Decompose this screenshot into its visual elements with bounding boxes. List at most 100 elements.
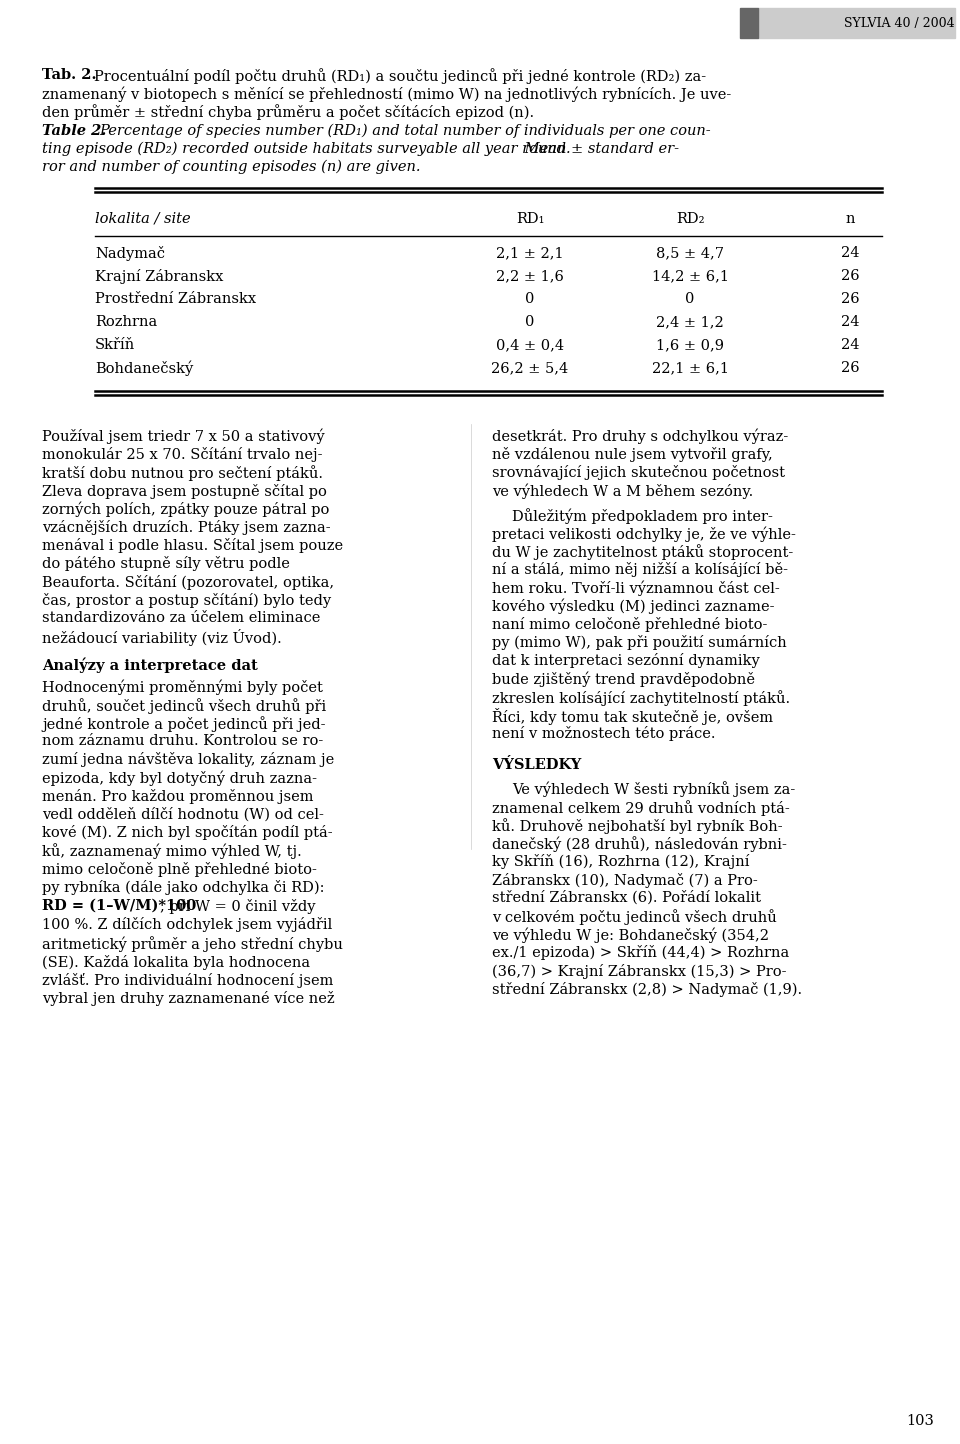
- Text: Prostřední Zábranskx: Prostřední Zábranskx: [95, 292, 256, 306]
- Text: menán. Pro každou proměnnou jsem: menán. Pro každou proměnnou jsem: [42, 788, 314, 804]
- Text: , při W = 0 činil vždy: , při W = 0 činil vždy: [160, 900, 316, 914]
- Text: 1,6 ± 0,9: 1,6 ± 0,9: [656, 338, 724, 352]
- Text: ky Skříň (16), Rozhrna (12), Krajní: ky Skříň (16), Rozhrna (12), Krajní: [492, 855, 750, 869]
- Text: 2,2 ± 1,6: 2,2 ± 1,6: [496, 269, 564, 283]
- Text: zorných polích, zpátky pouze pátral po: zorných polích, zpátky pouze pátral po: [42, 503, 329, 517]
- Text: ex./1 epizoda) > Skříň (44,4) > Rozhrna: ex./1 epizoda) > Skříň (44,4) > Rozhrna: [492, 946, 789, 960]
- Text: 26: 26: [841, 269, 859, 283]
- Text: 26: 26: [841, 361, 859, 375]
- Text: mimo celočoně plně přehledné bioto-: mimo celočoně plně přehledné bioto-: [42, 862, 317, 877]
- Text: ků. Druhově nejbohatší byl rybník Boh-: ků. Druhově nejbohatší byl rybník Boh-: [492, 817, 782, 833]
- Text: zumí jedna návštěva lokality, záznam je: zumí jedna návštěva lokality, záznam je: [42, 752, 334, 767]
- Text: bude zjištěný trend pravděpodobně: bude zjištěný trend pravděpodobně: [492, 671, 755, 687]
- Text: vedl odděleň dílčí hodnotu (W) od cel-: vedl odděleň dílčí hodnotu (W) od cel-: [42, 807, 324, 822]
- Text: vzácnějších druzích. Ptáky jsem zazna-: vzácnějších druzích. Ptáky jsem zazna-: [42, 520, 330, 534]
- Text: Hodnocenými proměnnými byly počet: Hodnocenými proměnnými byly počet: [42, 680, 323, 695]
- Text: RD₂: RD₂: [676, 212, 705, 227]
- Text: 26: 26: [841, 292, 859, 306]
- Text: ků, zaznamenaý mimo výhled W, tj.: ků, zaznamenaý mimo výhled W, tj.: [42, 843, 301, 859]
- Text: Percentage of species number (RD₁) and total number of individuals per one coun-: Percentage of species number (RD₁) and t…: [99, 124, 710, 139]
- Text: zkreslen kolísájící zachytitelností ptáků.: zkreslen kolísájící zachytitelností pták…: [492, 690, 790, 706]
- Text: 0: 0: [685, 292, 695, 306]
- Text: Analýzy a interpretace dat: Analýzy a interpretace dat: [42, 657, 257, 673]
- Text: 22,1 ± 6,1: 22,1 ± 6,1: [652, 361, 729, 375]
- Text: srovnávající jejich skutečnou početnost: srovnávající jejich skutečnou početnost: [492, 465, 785, 481]
- Text: Nadymač: Nadymač: [95, 245, 165, 261]
- Text: není v možnostech této práce.: není v možnostech této práce.: [492, 726, 715, 741]
- Text: Zábranskx (10), Nadymač (7) a Pro-: Zábranskx (10), Nadymač (7) a Pro-: [492, 872, 757, 888]
- Text: dat k interpretaci sezónní dynamiky: dat k interpretaci sezónní dynamiky: [492, 653, 759, 669]
- Text: 2,4 ± 1,2: 2,4 ± 1,2: [656, 315, 724, 329]
- Text: 0: 0: [525, 292, 535, 306]
- Text: do pátého stupně síly větru podle: do pátého stupně síly větru podle: [42, 556, 290, 572]
- Text: hem roku. Tvoří-li významnou část cel-: hem roku. Tvoří-li významnou část cel-: [492, 580, 780, 596]
- Text: 0: 0: [525, 315, 535, 329]
- Text: Table 2.: Table 2.: [42, 124, 107, 139]
- Text: du W je zachytitelnost ptáků stoprocent-: du W je zachytitelnost ptáků stoprocent-: [492, 544, 793, 560]
- Text: Ve výhledech W šesti rybníků jsem za-: Ve výhledech W šesti rybníků jsem za-: [512, 781, 795, 797]
- Text: 103: 103: [906, 1414, 934, 1428]
- Text: danečský (28 druhů), následován rybni-: danečský (28 druhů), následován rybni-: [492, 836, 787, 852]
- Text: py (mimo W), pak při použití sumárních: py (mimo W), pak při použití sumárních: [492, 635, 787, 650]
- Text: kové (M). Z nich byl spočítán podíl ptá-: kové (M). Z nich byl spočítán podíl ptá-: [42, 825, 332, 840]
- Text: Krajní Zábranskx: Krajní Zábranskx: [95, 269, 224, 284]
- Text: n: n: [845, 212, 854, 227]
- Text: kového výsledku (M) jedinci zazname-: kového výsledku (M) jedinci zazname-: [492, 599, 775, 614]
- Text: v celkovém počtu jedinců všech druhů: v celkovém počtu jedinců všech druhů: [492, 910, 777, 924]
- Text: den průměr ± střední chyba průměru a počet sčítácích epizod (n).: den průměr ± střední chyba průměru a poč…: [42, 104, 534, 120]
- Text: 24: 24: [841, 338, 859, 352]
- Text: ve výhledu W je: Bohdanečský (354,2: ve výhledu W je: Bohdanečský (354,2: [492, 927, 769, 943]
- Text: 24: 24: [841, 315, 859, 329]
- Text: standardizováno za účelem eliminace: standardizováno za účelem eliminace: [42, 611, 321, 625]
- Text: nežádoucí variability (viz Úvod).: nežádoucí variability (viz Úvod).: [42, 630, 281, 647]
- Text: py rybníka (dále jako odchylka či RD):: py rybníka (dále jako odchylka či RD):: [42, 879, 324, 895]
- Text: Skříň: Skříň: [95, 338, 135, 352]
- Text: ror and number of counting episodes (n) are given.: ror and number of counting episodes (n) …: [42, 160, 420, 175]
- Text: nom záznamu druhu. Kontrolou se ro-: nom záznamu druhu. Kontrolou se ro-: [42, 734, 324, 748]
- Text: střední Zábranskx (2,8) > Nadymač (1,9).: střední Zábranskx (2,8) > Nadymač (1,9).: [492, 982, 803, 996]
- Text: 100 %. Z dílčích odchylek jsem vyjádřil: 100 %. Z dílčích odchylek jsem vyjádřil: [42, 917, 332, 933]
- Text: Tab. 2.: Tab. 2.: [42, 68, 97, 82]
- Text: střední Zábranskx (6). Pořádí lokalit: střední Zábranskx (6). Pořádí lokalit: [492, 891, 761, 905]
- Text: zvlášť. Pro individuální hodnocení jsem: zvlášť. Pro individuální hodnocení jsem: [42, 973, 333, 988]
- Text: (36,7) > Krajní Zábranskx (15,3) > Pro-: (36,7) > Krajní Zábranskx (15,3) > Pro-: [492, 963, 786, 979]
- Text: naní mimo celočoně přehledné bioto-: naní mimo celočoně přehledné bioto-: [492, 617, 767, 632]
- Text: Důležitým předpokladem pro inter-: Důležitým předpokladem pro inter-: [512, 508, 773, 524]
- Text: Mean ± standard er-: Mean ± standard er-: [520, 142, 679, 156]
- Text: Říci, kdy tomu tak skutečně je, ovšem: Říci, kdy tomu tak skutečně je, ovšem: [492, 708, 773, 725]
- Text: vybral jen druhy zaznamenané více než: vybral jen druhy zaznamenané více než: [42, 991, 335, 1006]
- Text: ně vzdálenou nule jsem vytvořil grafy,: ně vzdálenou nule jsem vytvořil grafy,: [492, 448, 773, 462]
- Text: Rozhrna: Rozhrna: [95, 315, 157, 329]
- Text: znamenaný v biotopech s měnící se přehledností (mimo W) na jednotlivých rybnícíc: znamenaný v biotopech s měnící se přehle…: [42, 87, 732, 101]
- Text: (SE). Každá lokalita byla hodnocena: (SE). Každá lokalita byla hodnocena: [42, 954, 310, 969]
- Bar: [740, 9, 758, 38]
- Text: ting episode (RD₂) recorded outside habitats surveyable all year round.: ting episode (RD₂) recorded outside habi…: [42, 142, 570, 156]
- Text: Bohdanečský: Bohdanečský: [95, 361, 193, 377]
- Text: Procentuální podíl počtu druhů (RD₁) a součtu jedinců při jedné kontrole (RD₂) z: Procentuální podíl počtu druhů (RD₁) a s…: [94, 68, 707, 84]
- Text: 0,4 ± 0,4: 0,4 ± 0,4: [496, 338, 564, 352]
- Text: Zleva doprava jsem postupně sčítal po: Zleva doprava jsem postupně sčítal po: [42, 484, 326, 498]
- Text: RD = (1–W/M)*100: RD = (1–W/M)*100: [42, 900, 196, 913]
- Text: Beauforta. Sčítání (pozorovatel, optika,: Beauforta. Sčítání (pozorovatel, optika,: [42, 575, 334, 589]
- Text: 24: 24: [841, 245, 859, 260]
- Text: pretaci velikosti odchylky je, že ve výhle-: pretaci velikosti odchylky je, že ve výh…: [492, 526, 796, 542]
- Text: SYLVIA 40 / 2004: SYLVIA 40 / 2004: [845, 17, 955, 30]
- Bar: [758, 9, 955, 38]
- Text: čas, prostor a postup sčítání) bylo tedy: čas, prostor a postup sčítání) bylo tedy: [42, 593, 331, 608]
- Text: lokalita / ​site: lokalita / ​site: [95, 212, 191, 227]
- Text: 26,2 ± 5,4: 26,2 ± 5,4: [492, 361, 568, 375]
- Text: VÝSLEDKY: VÝSLEDKY: [492, 758, 581, 773]
- Text: ve výhledech W a M během sezóny.: ve výhledech W a M během sezóny.: [492, 484, 754, 500]
- Text: Používal jsem triedr 7 x 50 a stativový: Používal jsem triedr 7 x 50 a stativový: [42, 429, 324, 445]
- Text: RD₁: RD₁: [516, 212, 544, 227]
- Text: epizoda, kdy byl dotyčný druh zazna-: epizoda, kdy byl dotyčný druh zazna-: [42, 771, 317, 786]
- Text: desetkrát. Pro druhy s odchylkou výraz-: desetkrát. Pro druhy s odchylkou výraz-: [492, 429, 788, 445]
- Text: 2,1 ± 2,1: 2,1 ± 2,1: [496, 245, 564, 260]
- Text: ní a stálá, mimo něj nižší a kolísájící bě-: ní a stálá, mimo něj nižší a kolísájící …: [492, 562, 788, 578]
- Text: jedné kontrole a počet jedinců při jed-: jedné kontrole a počet jedinců při jed-: [42, 716, 325, 732]
- Text: 8,5 ± 4,7: 8,5 ± 4,7: [656, 245, 724, 260]
- Text: aritmetický průměr a jeho střední chybu: aritmetický průměr a jeho střední chybu: [42, 936, 343, 952]
- Text: 14,2 ± 6,1: 14,2 ± 6,1: [652, 269, 729, 283]
- Text: druhů, součet jedinců všech druhů při: druhů, součet jedinců všech druhů při: [42, 697, 326, 713]
- Text: znamenal celkem 29 druhů vodních ptá-: znamenal celkem 29 druhů vodních ptá-: [492, 800, 790, 816]
